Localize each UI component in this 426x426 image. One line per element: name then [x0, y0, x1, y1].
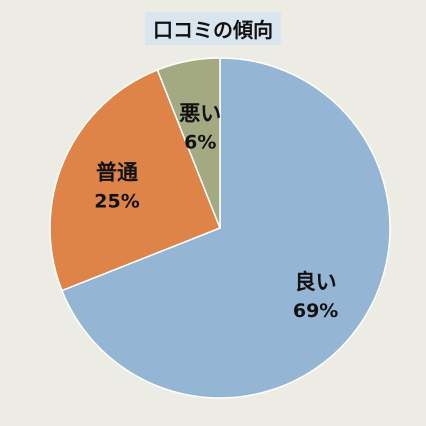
pie-slice-2 — [49, 68, 221, 292]
slice-label-3: 悪い — [179, 102, 221, 126]
pie-slice-1 — [60, 57, 391, 399]
slice-label-2: 普通 — [96, 160, 138, 184]
slice-value-3: 6% — [184, 132, 216, 154]
slice-value-2: 25% — [94, 190, 139, 212]
slice-label-1: 良い — [295, 270, 337, 294]
slice-value-1: 69% — [293, 300, 338, 322]
chart-title: 口コミの傾向 — [145, 12, 281, 45]
pie-slice-3 — [156, 57, 221, 229]
